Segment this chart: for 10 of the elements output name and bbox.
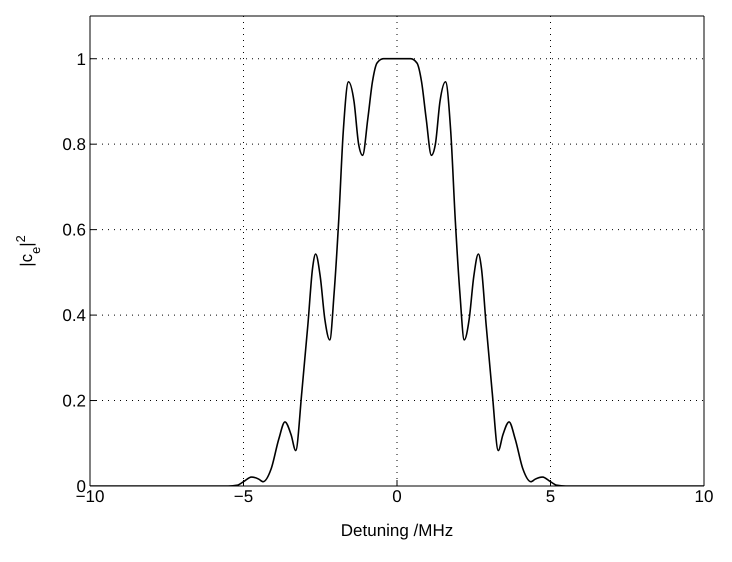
y-tick-label: 0.6 bbox=[62, 220, 86, 240]
y-tick-label: 0.2 bbox=[62, 392, 86, 411]
x-tick-label: 5 bbox=[546, 487, 556, 506]
x-tick-label: 10 bbox=[694, 487, 714, 506]
x-axis-title: Detuning /MHz bbox=[340, 521, 454, 540]
y-tick-label: 0.4 bbox=[62, 306, 86, 326]
y-tick-label: 1 bbox=[76, 50, 86, 69]
x-tick-label: −5 bbox=[234, 487, 254, 506]
y-tick-label: 0.8 bbox=[62, 135, 86, 154]
x-tick-label: 0 bbox=[392, 487, 402, 506]
